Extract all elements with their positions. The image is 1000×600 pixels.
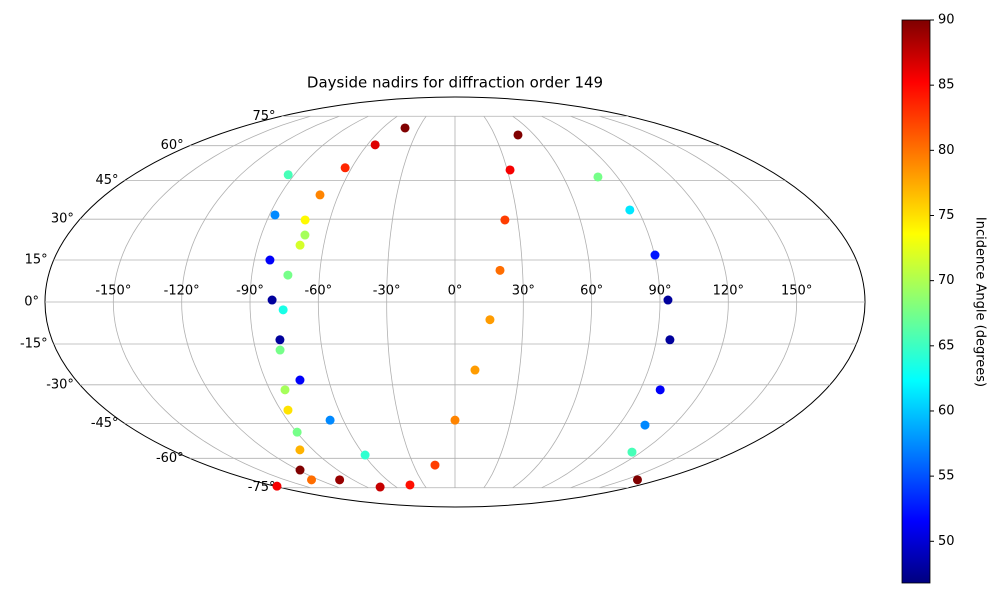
data-point [513, 130, 523, 140]
data-point [505, 165, 515, 175]
x-tick-label: 120° [713, 284, 744, 299]
data-point [450, 415, 460, 425]
grid-line [112, 115, 311, 489]
data-point [632, 475, 642, 485]
data-point [267, 295, 277, 305]
x-tick-label: 60° [580, 284, 603, 299]
colorbar-tick-label: 90 [938, 13, 955, 28]
data-point [400, 123, 410, 133]
x-tick-label: -120° [164, 284, 200, 299]
data-point [640, 420, 650, 430]
grid-line [181, 115, 340, 489]
colorbar-tick-label: 55 [938, 469, 955, 484]
colorbar-tick-label: 75 [938, 208, 955, 223]
data-point [625, 205, 635, 215]
data-point [272, 481, 282, 491]
y-tick-label: 15° [25, 253, 48, 268]
data-point [278, 305, 288, 315]
data-point [295, 240, 305, 250]
data-point [430, 460, 440, 470]
colorbar-tick-label: 70 [938, 273, 955, 288]
data-point [292, 427, 302, 437]
data-point [275, 335, 285, 345]
data-point [495, 265, 505, 275]
grid-line [599, 115, 798, 489]
data-point [405, 480, 415, 490]
y-tick-label: 45° [96, 173, 119, 188]
colorbar-tick-label: 65 [938, 338, 955, 353]
grid-line [317, 115, 398, 489]
x-tick-label: 0° [448, 284, 463, 299]
data-point [470, 365, 480, 375]
colorbar-tick-label: 85 [938, 78, 955, 93]
y-tick-label: -75° [248, 480, 276, 495]
data-point [665, 335, 675, 345]
data-point [283, 405, 293, 415]
colorbar-label: Incidence Angle (degrees) [973, 217, 988, 387]
data-point [650, 250, 660, 260]
data-point [283, 170, 293, 180]
data-point [335, 475, 345, 485]
grid-line [570, 115, 729, 489]
data-point [300, 215, 310, 225]
y-tick-label: -60° [156, 451, 184, 466]
data-point [360, 450, 370, 460]
data-point [275, 345, 285, 355]
data-point [295, 375, 305, 385]
colorbar-tick-label: 80 [938, 143, 955, 158]
grid-line [541, 115, 661, 489]
data-point [315, 190, 325, 200]
y-tick-label: 30° [51, 212, 74, 227]
data-point [663, 295, 673, 305]
data-point [340, 163, 350, 173]
y-tick-label: -45° [91, 416, 119, 431]
grid-line [512, 115, 593, 489]
colorbar-tick-label: 60 [938, 403, 955, 418]
data-point [295, 445, 305, 455]
grid-line [386, 116, 427, 488]
data-point [300, 230, 310, 240]
x-tick-label: -150° [95, 284, 131, 299]
data-point [627, 447, 637, 457]
y-tick-label: -30° [46, 377, 74, 392]
data-point [370, 140, 380, 150]
x-tick-label: -30° [373, 284, 401, 299]
data-point [270, 210, 280, 220]
y-tick-label: 60° [161, 138, 184, 153]
colorbar [901, 19, 931, 584]
x-tick-label: -90° [236, 284, 264, 299]
y-tick-label: -15° [20, 336, 48, 351]
data-point [375, 482, 385, 492]
data-point [500, 215, 510, 225]
data-point [593, 172, 603, 182]
data-point [280, 385, 290, 395]
data-point [485, 315, 495, 325]
data-point [265, 255, 275, 265]
data-point [325, 415, 335, 425]
x-tick-label: 30° [512, 284, 535, 299]
data-point [283, 270, 293, 280]
y-tick-label: 0° [24, 295, 39, 310]
y-tick-label: 75° [252, 109, 275, 124]
chart-title: Dayside nadirs for diffraction order 149 [307, 74, 603, 92]
x-tick-label: 150° [781, 284, 812, 299]
colorbar-tick-label: 50 [938, 534, 955, 549]
x-tick-label: -60° [304, 284, 332, 299]
x-tick-label: 90° [648, 284, 671, 299]
data-point [655, 385, 665, 395]
data-point [307, 475, 317, 485]
data-point [295, 465, 305, 475]
